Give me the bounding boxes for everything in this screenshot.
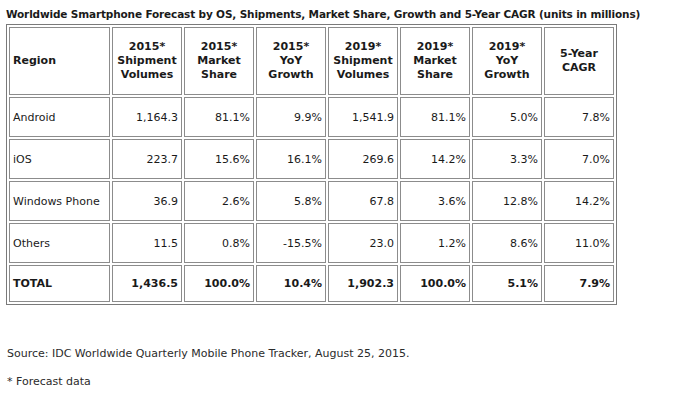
table-row: Android1,164.381.1%9.9%1,541.981.1%5.0%7… <box>9 97 614 137</box>
page-title: Worldwide Smartphone Forecast by OS, Shi… <box>0 0 680 20</box>
value-cell: 223.7 <box>112 139 182 179</box>
table-row: iOS223.715.6%16.1%269.614.2%3.3%7.0% <box>9 139 614 179</box>
forecast-note: * Forecast data <box>7 375 680 388</box>
region-column-header: Region <box>9 27 110 95</box>
value-cell: 12.8% <box>472 181 542 221</box>
region-cell: Windows Phone <box>9 181 110 221</box>
column-header: 2015* Market Share <box>184 27 254 95</box>
column-header: 2019* YoY Growth <box>472 27 542 95</box>
value-cell: 269.6 <box>328 139 398 179</box>
source-note: Source: IDC Worldwide Quarterly Mobile P… <box>7 347 680 360</box>
value-cell: 3.6% <box>400 181 470 221</box>
total-value-cell: 100.0% <box>184 265 254 302</box>
total-value-cell: 1,436.5 <box>112 265 182 302</box>
value-cell: 23.0 <box>328 223 398 263</box>
value-cell: 7.0% <box>544 139 614 179</box>
total-value-cell: 5.1% <box>472 265 542 302</box>
value-cell: 15.6% <box>184 139 254 179</box>
value-cell: 14.2% <box>400 139 470 179</box>
forecast-table: Region2015* Shipment Volumes2015* Market… <box>6 24 617 305</box>
column-header: 2019* Market Share <box>400 27 470 95</box>
column-header: 2015* YoY Growth <box>256 27 326 95</box>
value-cell: 2.6% <box>184 181 254 221</box>
value-cell: 3.3% <box>472 139 542 179</box>
column-header: 2019* Shipment Volumes <box>328 27 398 95</box>
total-row: TOTAL1,436.5100.0%10.4%1,902.3100.0%5.1%… <box>9 265 614 302</box>
total-label-cell: TOTAL <box>9 265 110 302</box>
total-value-cell: 10.4% <box>256 265 326 302</box>
value-cell: 0.8% <box>184 223 254 263</box>
value-cell: 16.1% <box>256 139 326 179</box>
value-cell: -15.5% <box>256 223 326 263</box>
total-value-cell: 7.9% <box>544 265 614 302</box>
value-cell: 11.5 <box>112 223 182 263</box>
table-row: Others11.50.8%-15.5%23.01.2%8.6%11.0% <box>9 223 614 263</box>
total-value-cell: 1,902.3 <box>328 265 398 302</box>
region-cell: Android <box>9 97 110 137</box>
value-cell: 5.0% <box>472 97 542 137</box>
total-value-cell: 100.0% <box>400 265 470 302</box>
value-cell: 5.8% <box>256 181 326 221</box>
column-header: 2015* Shipment Volumes <box>112 27 182 95</box>
value-cell: 81.1% <box>400 97 470 137</box>
column-header: 5-Year CAGR <box>544 27 614 95</box>
value-cell: 81.1% <box>184 97 254 137</box>
table-row: Windows Phone36.92.6%5.8%67.83.6%12.8%14… <box>9 181 614 221</box>
value-cell: 1,541.9 <box>328 97 398 137</box>
value-cell: 7.8% <box>544 97 614 137</box>
value-cell: 36.9 <box>112 181 182 221</box>
region-cell: iOS <box>9 139 110 179</box>
value-cell: 8.6% <box>472 223 542 263</box>
value-cell: 67.8 <box>328 181 398 221</box>
region-cell: Others <box>9 223 110 263</box>
value-cell: 1.2% <box>400 223 470 263</box>
value-cell: 14.2% <box>544 181 614 221</box>
value-cell: 9.9% <box>256 97 326 137</box>
header-row: Region2015* Shipment Volumes2015* Market… <box>9 27 614 95</box>
value-cell: 11.0% <box>544 223 614 263</box>
value-cell: 1,164.3 <box>112 97 182 137</box>
